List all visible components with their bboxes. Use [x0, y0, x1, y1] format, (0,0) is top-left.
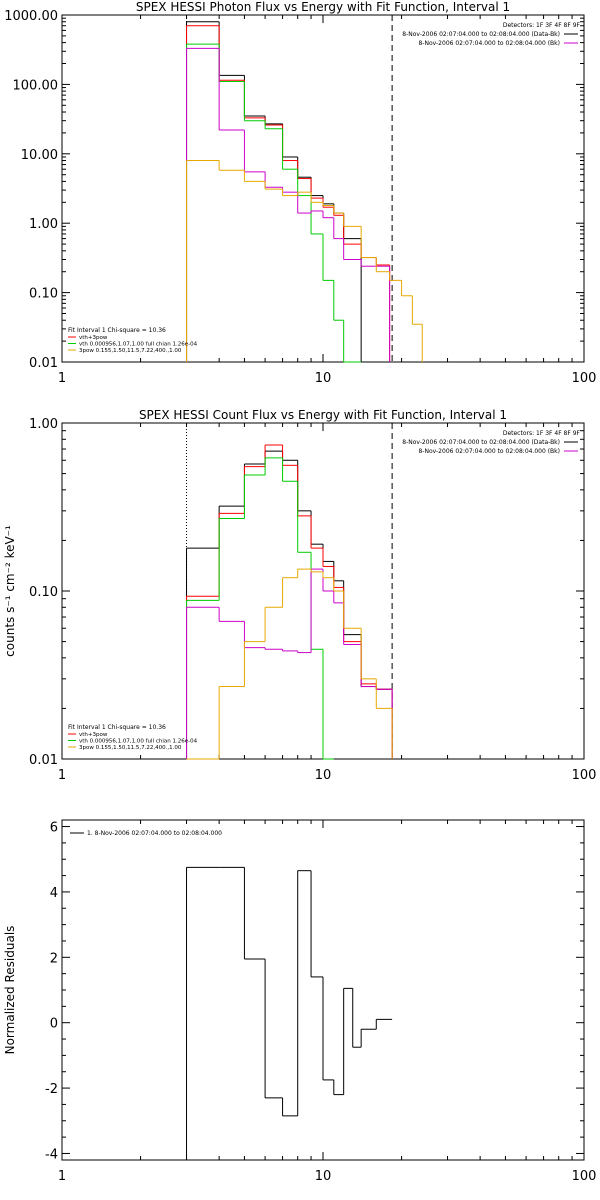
y-tick-label: 100.00 — [13, 78, 59, 93]
series-3 — [186, 457, 334, 760]
x-tick-label: 10 — [315, 1169, 332, 1184]
y-tick-label: 0 — [50, 1017, 58, 1032]
chart-3: Normalized Residuals 1 10 100 -4 -2 0 2 4 6 1. 8-N… — [3, 819, 597, 1184]
y-tick-label: 2 — [50, 951, 58, 966]
x-tick-label: 100 — [572, 1169, 597, 1184]
x-tick-label: 100 — [572, 768, 597, 783]
series-3 — [186, 43, 362, 363]
legend-detectors: Detectors: 1F 3F 4F 8F 9F 8-Nov-2006 02:0… — [402, 22, 580, 47]
y-tick-label: -2 — [45, 1082, 58, 1097]
chart-title: SPEX HESSI Photon Flux vs Energy with Fi… — [136, 0, 510, 14]
legend-header: Fit Interval 1 Chi-square = 10.36 — [68, 327, 166, 334]
legend-entry-label: 8-Nov-2006 02:07:04.000 to 02:08:04.000 … — [402, 31, 560, 38]
chart-1: SPEX HESSI Photon Flux vs Energy with Fi… — [4, 0, 596, 386]
x-tick-label: 1 — [58, 1169, 66, 1184]
x-tick-label: 100 — [572, 371, 597, 386]
y-tick-label: 0.10 — [29, 287, 58, 302]
legend-entry-label: vth+3pow — [79, 732, 108, 738]
y-tick-label: 4 — [50, 886, 58, 901]
y-tick-label: 1.00 — [29, 417, 58, 432]
legend-fit: Fit Interval 1 Chi-square = 10.36vth+3po… — [68, 724, 198, 751]
y-tick-label: 6 — [50, 821, 58, 836]
series-1 — [186, 21, 362, 362]
plot-frame — [61, 14, 585, 363]
chart-2: SPEX HESSI Count Flux vs Energy with Fit… — [3, 408, 596, 783]
legend-entry-label: 8-Nov-2006 02:07:04.000 to 02:08:04.000 … — [402, 439, 560, 446]
legend-entry-label: 8-Nov-2006 02:07:04.000 to 02:08:04.000 … — [418, 448, 560, 455]
series-1 — [186, 450, 393, 759]
y-tick-label: -4 — [45, 1147, 58, 1162]
y-axis-label: Normalized Residuals — [3, 926, 17, 1055]
y-tick-label: 0.01 — [29, 753, 58, 768]
series-5 — [186, 160, 423, 362]
legend-header: Detectors: 1F 3F 4F 8F 9F — [503, 430, 581, 437]
series-4 — [186, 47, 391, 362]
legend-residuals: 1. 8-Nov-2006 02:07:04.000 to 02:08:04.0… — [70, 830, 222, 837]
y-axis-label: counts s⁻¹ cm⁻² keV⁻¹ — [3, 525, 17, 657]
legend-detectors: Detectors: 1F 3F 4F 8F 9F 8-Nov-2006 02:0… — [402, 430, 580, 455]
series-1 — [186, 866, 393, 1160]
legend-entry-label: 8-Nov-2006 02:07:04.000 to 02:08:04.000 … — [418, 40, 560, 47]
legend-entry-label: vth 0.000956,1.07,1.00 full chian 1.26e-… — [79, 342, 198, 348]
legend-header: Fit Interval 1 Chi-square = 10.36 — [68, 724, 166, 731]
legend-header: Detectors: 1F 3F 4F 8F 9F — [503, 22, 581, 29]
x-tick-label: 10 — [315, 768, 332, 783]
x-tick-label: 1 — [58, 768, 66, 783]
x-tick-label: 10 — [315, 371, 332, 386]
legend-fit: Fit Interval 1 Chi-square = 10.36vth+3po… — [68, 327, 198, 354]
legend-entry-label: vth 0.000956,1.07,1.00 full chian 1.26e-… — [79, 739, 198, 745]
chart-title: SPEX HESSI Count Flux vs Energy with Fit… — [139, 408, 507, 422]
legend-entry-label: vth+3pow — [79, 335, 108, 341]
series-2 — [186, 25, 391, 362]
y-tick-label: 10.00 — [21, 148, 58, 163]
legend-entry-label: 3pow 0.155,1.50,11.5,7.22,400.,1.00 — [79, 745, 182, 751]
legend-entry-label: 1. 8-Nov-2006 02:07:04.000 to 02:08:04.0… — [87, 830, 222, 837]
series-2 — [186, 444, 393, 759]
y-tick-label: 0.10 — [29, 585, 58, 600]
x-tick-label: 1 — [58, 371, 66, 386]
series-5 — [186, 568, 393, 760]
y-tick-label: 0.01 — [29, 356, 58, 371]
y-tick-label: 1.00 — [29, 217, 58, 232]
y-tick-label: 1000.00 — [4, 9, 58, 24]
legend-entry-label: 3pow 0.155,1.50,11.5,7.22,400.,1.00 — [79, 348, 182, 354]
